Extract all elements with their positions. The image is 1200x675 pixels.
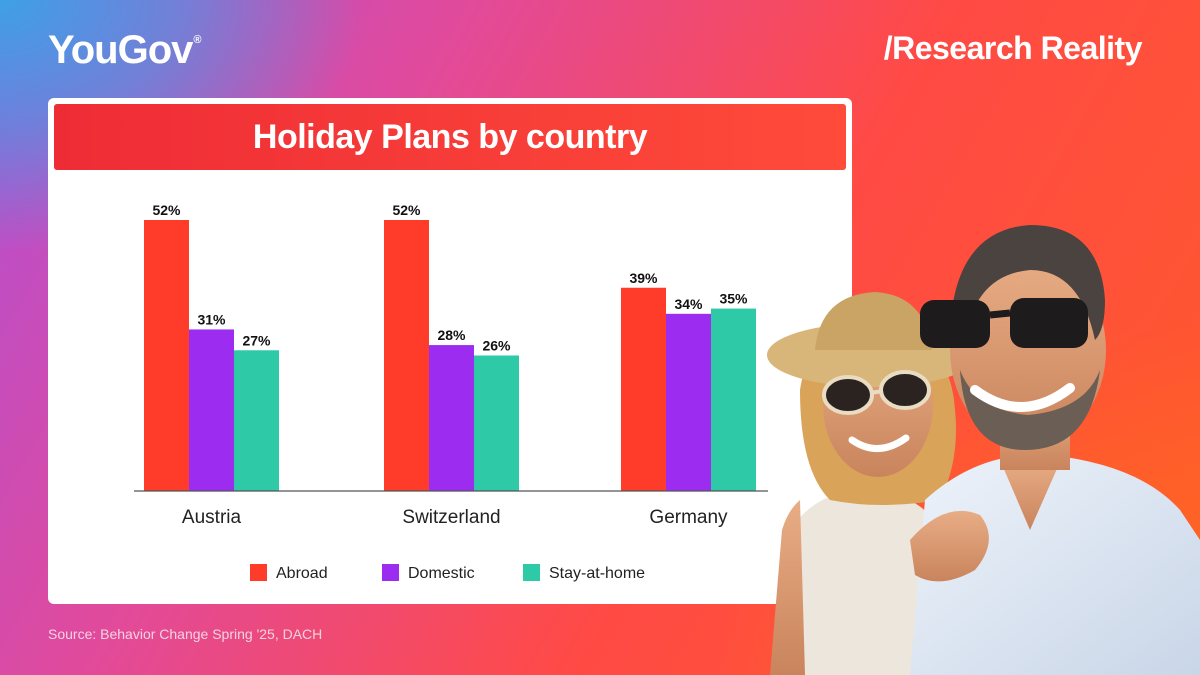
yougov-logo: YouGov® xyxy=(48,28,202,73)
data-label: 39% xyxy=(629,270,658,286)
category-label-switzerland: Switzerland xyxy=(402,507,500,528)
data-label: 31% xyxy=(197,311,226,327)
logo-text: YouGov xyxy=(48,28,193,72)
legend-label-domestic: Domestic xyxy=(408,565,475,582)
data-label: 52% xyxy=(392,202,421,218)
couple-in-sunglasses-photo xyxy=(767,225,1200,675)
bar-stay-at-home-germany xyxy=(711,308,756,491)
bar-abroad-germany xyxy=(621,287,666,491)
legend-swatch-stay-at-home xyxy=(523,564,540,581)
bar-stay-at-home-austria xyxy=(234,350,279,491)
data-label: 26% xyxy=(482,338,511,354)
bar-domestic-austria xyxy=(189,329,234,491)
legend-label-stay-at-home: Stay-at-home xyxy=(549,565,645,582)
bar-abroad-switzerland xyxy=(384,220,429,491)
chart-card: Holiday Plans by country 52% 31% 27% Austri… xyxy=(48,98,852,604)
registered-mark: ® xyxy=(193,34,201,46)
data-label: 35% xyxy=(719,291,748,307)
category-label-germany: Germany xyxy=(649,507,728,528)
bar-stay-at-home-switzerland xyxy=(474,355,519,491)
legend-swatch-domestic xyxy=(382,564,399,581)
data-label: 28% xyxy=(437,327,466,343)
chart-title: Holiday Plans by country xyxy=(54,104,846,170)
data-label: 52% xyxy=(152,202,181,218)
bar-abroad-austria xyxy=(144,220,189,491)
category-label-austria: Austria xyxy=(182,507,242,528)
bar-chart: 52% 31% 27% Austria 52% 28% 26% Switzerland 39% 3… xyxy=(134,202,768,582)
data-label: 34% xyxy=(674,296,703,312)
bar-domestic-switzerland xyxy=(429,345,474,491)
bar-domestic-germany xyxy=(666,313,711,491)
data-label: 27% xyxy=(242,332,271,348)
source-note: Source: Behavior Change Spring '25, DACH xyxy=(48,626,323,642)
legend-swatch-abroad xyxy=(250,564,267,581)
research-reality-tagline: /Research Reality xyxy=(883,30,1143,66)
legend-label-abroad: Abroad xyxy=(276,565,328,582)
